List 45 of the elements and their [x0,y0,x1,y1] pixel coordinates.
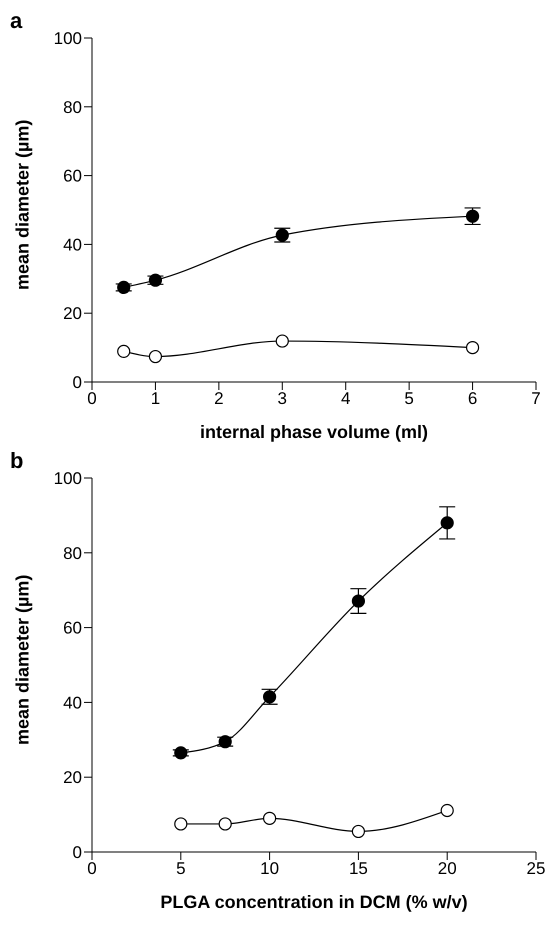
y-tick-label: 0 [72,843,82,862]
point [466,341,480,354]
y-tick-label: 0 [72,373,82,392]
x-tick-label: 5 [404,389,414,408]
y-tick-label: 100 [54,29,82,48]
point [174,817,188,831]
y-tick-label: 80 [63,98,82,117]
y-tick-label: 100 [54,469,82,488]
point [218,817,232,831]
x-tick-label: 1 [150,389,160,408]
y-tick-label: 80 [63,544,82,563]
y-tick-label: 60 [63,618,82,638]
y-tick-label: 60 [63,166,82,186]
point [117,280,130,294]
x-tick-label: 15 [348,859,368,878]
y-axis-title: mean diameter (µm) [12,120,32,290]
x-tick-label: 10 [260,859,280,878]
x-tick-label: 4 [340,389,350,408]
point [263,812,276,825]
point [352,824,365,838]
x-tick-label: 3 [278,389,288,408]
y-axis-title: mean diameter (µm) [12,574,32,745]
x-tick-label: 6 [468,389,478,408]
y-tick-label: 20 [63,304,82,324]
x-tick-label: 0 [87,859,97,878]
x-axis-title: internal phase volume (ml) [200,422,428,442]
chart-title: a [10,8,22,34]
chart-title: b [10,448,24,474]
x-tick-label: 5 [176,859,186,878]
x-tick-label: 20 [438,859,457,878]
point [440,804,454,818]
x-tick-label: 2 [214,389,224,408]
point [440,516,454,530]
y-tick-label: 40 [63,235,82,254]
y-tick-label: 20 [63,768,82,788]
x-tick-label: 7 [531,389,541,408]
x-tick-label: 0 [87,389,97,408]
point [117,344,130,358]
point [148,350,162,364]
x-tick-label: 25 [526,859,546,878]
x-axis-title: PLGA concentration in DCM (% w/v) [160,892,468,912]
point [276,334,289,348]
y-tick-label: 40 [63,693,82,712]
point [174,746,188,760]
point [352,594,365,608]
